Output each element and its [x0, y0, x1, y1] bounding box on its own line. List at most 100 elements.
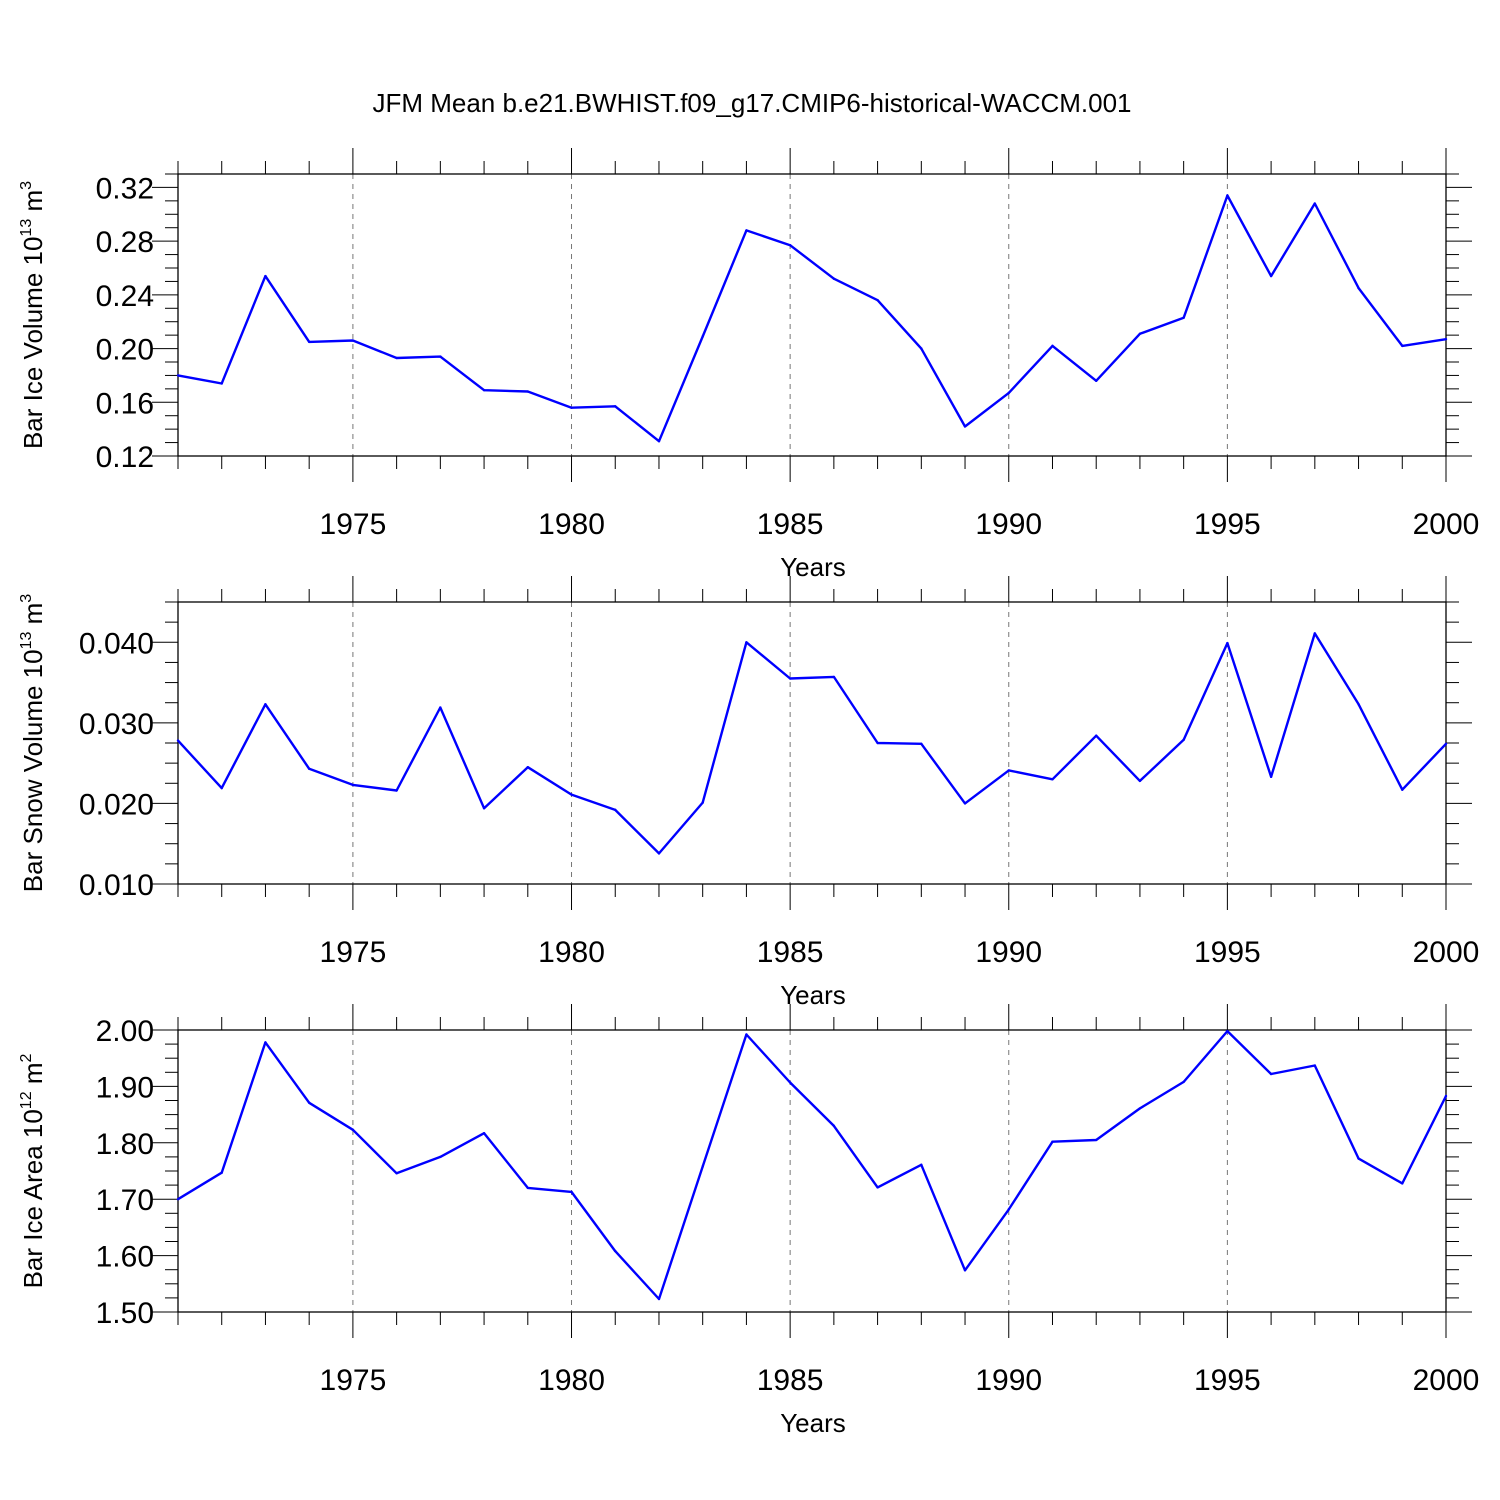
data-point: [657, 1297, 661, 1301]
data-point: [920, 742, 923, 746]
x-tick-label: 1990: [975, 936, 1042, 969]
data-point: [657, 852, 661, 855]
data-point: [657, 440, 661, 443]
data-point: [963, 1269, 967, 1272]
data-point: [482, 807, 486, 810]
y-tick-label: 0.040: [79, 627, 154, 660]
y-tick-label: 0.20: [96, 334, 154, 367]
data-point: [176, 1198, 180, 1201]
data-point: [307, 767, 311, 770]
data-point: [439, 1155, 442, 1159]
data-point: [832, 277, 836, 280]
data-point: [570, 793, 573, 796]
x-tick-label: 2000: [1413, 1364, 1480, 1397]
data-point: [1444, 1094, 1448, 1098]
data-point: [920, 347, 923, 350]
panels: 0.12 0.16 0.20 0.24 0.28 0.32 1975 1980 1985 1990…: [18, 148, 1479, 1438]
data-point: [1051, 344, 1054, 348]
data-point: [264, 274, 267, 278]
x-tick-label: 1980: [538, 508, 605, 541]
x-tick-label: 1980: [538, 936, 605, 969]
data-point: [482, 1132, 486, 1135]
data-point: [1007, 769, 1010, 772]
data-point: [1095, 734, 1098, 737]
y-tick-label: 1.70: [96, 1184, 154, 1217]
data-point: [788, 243, 792, 247]
x-tick-label: 1985: [757, 936, 824, 969]
data-point: [745, 641, 748, 644]
data-point: [832, 675, 836, 679]
y-tick-label: 0.010: [79, 869, 154, 902]
data-point: [614, 405, 617, 408]
data-point: [395, 1172, 398, 1175]
series-line: [177, 1029, 1448, 1301]
data-point: [176, 739, 180, 742]
data-point: [1313, 202, 1317, 205]
data-point: [351, 783, 355, 787]
data-point: [1226, 194, 1229, 197]
data-point: [264, 1041, 267, 1044]
data-point: [876, 1186, 879, 1189]
data-point: [1357, 286, 1360, 290]
data-point: [701, 335, 704, 338]
x-tick-label: 1990: [975, 508, 1042, 541]
y-tick-label: 1.90: [96, 1071, 154, 1104]
data-point: [307, 1101, 311, 1104]
chart-title: JFM Mean b.e21.BWHIST.f09_g17.CMIP6-hist…: [372, 88, 1131, 118]
x-tick-label: 1995: [1194, 1364, 1261, 1397]
data-point: [1401, 1182, 1404, 1185]
data-point: [1138, 1107, 1142, 1110]
data-point: [176, 374, 180, 377]
data-point: [351, 1128, 355, 1132]
data-point: [351, 339, 355, 342]
x-tick-label: 1995: [1194, 936, 1261, 969]
panel-3: 1.50 1.60 1.70 1.80 1.90 2.00 1975 1980 1985 1990…: [18, 1004, 1479, 1438]
data-point: [1401, 788, 1404, 791]
data-point: [307, 340, 311, 344]
y-tick-label: 1.80: [96, 1128, 154, 1161]
data-point: [701, 801, 704, 804]
data-point: [1269, 775, 1273, 779]
data-point: [788, 1081, 792, 1084]
y-tick-label: 1.60: [96, 1241, 154, 1274]
data-point: [439, 706, 442, 709]
data-point: [1182, 316, 1185, 319]
y-tick-label: 0.16: [96, 387, 154, 420]
data-point: [264, 703, 267, 706]
data-point: [220, 786, 223, 790]
data-point: [439, 355, 442, 358]
data-point: [745, 229, 748, 232]
data-point: [220, 1171, 223, 1174]
data-point: [1095, 379, 1098, 382]
data-point: [1007, 391, 1010, 395]
series-line: [177, 194, 1447, 443]
data-point: [1226, 1029, 1229, 1033]
data-point: [526, 1186, 529, 1190]
data-point: [1444, 742, 1448, 746]
panel-1: 0.12 0.16 0.20 0.24 0.28 0.32 1975 1980 1985 1990…: [18, 148, 1479, 582]
data-point: [526, 765, 529, 769]
x-tick-label: 2000: [1413, 508, 1480, 541]
x-axis-label: Years: [780, 552, 846, 582]
plot-frame: [177, 173, 1447, 457]
y-tick-label: 0.020: [79, 788, 154, 821]
data-point: [701, 1165, 704, 1168]
data-point: [614, 1249, 617, 1253]
data-point: [1095, 1138, 1098, 1142]
y-tick-label: 0.24: [96, 280, 154, 313]
data-point: [1444, 337, 1448, 341]
y-tick-label: 1.50: [96, 1297, 154, 1330]
data-point: [920, 1163, 923, 1166]
y-tick-label: 0.28: [96, 226, 154, 259]
x-tick-label: 1975: [320, 1364, 387, 1397]
x-tick-label: 1985: [757, 1364, 824, 1397]
data-point: [1357, 703, 1360, 706]
data-point: [570, 1190, 573, 1194]
data-point: [1269, 1072, 1273, 1076]
y-tick-label: 0.12: [96, 441, 154, 474]
data-point: [745, 1033, 748, 1036]
data-point: [395, 356, 398, 360]
y-tick-label: 2.00: [96, 1015, 154, 1048]
